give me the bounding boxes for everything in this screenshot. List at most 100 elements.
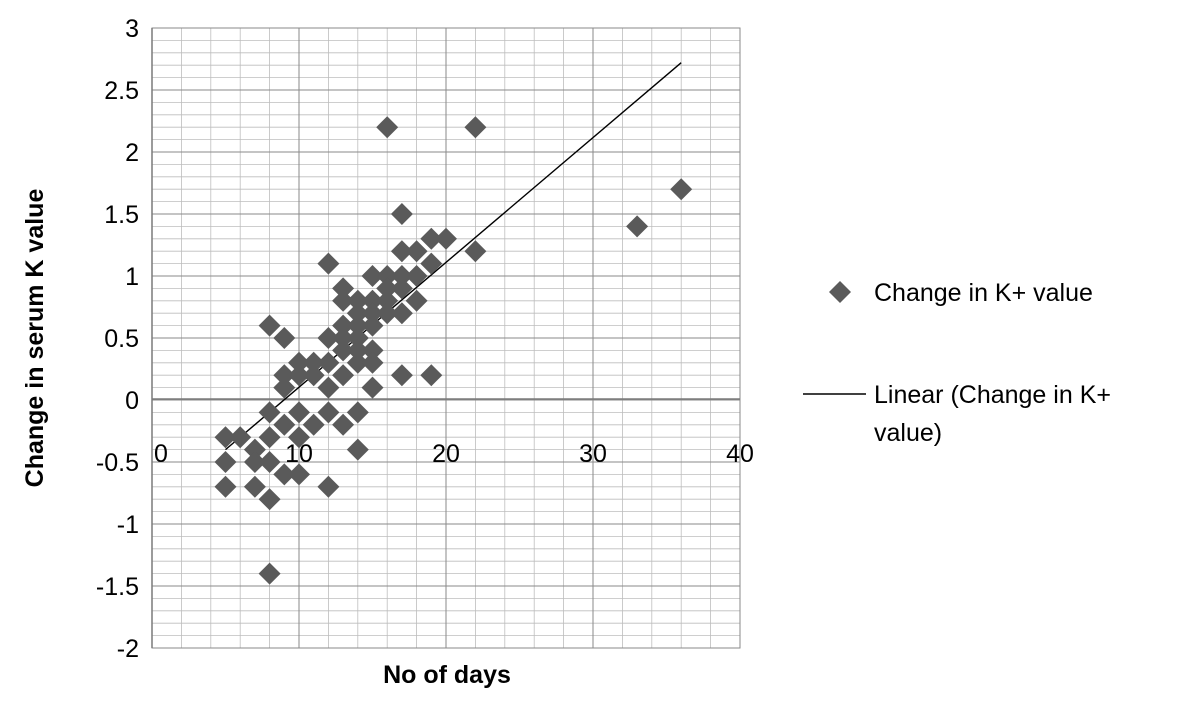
data-point-diamond <box>258 426 281 449</box>
data-point-diamond <box>346 289 369 312</box>
legend-label-linear: Linear (Change in K+ value) <box>874 381 1118 447</box>
data-point-diamond <box>302 413 325 436</box>
data-point-diamond <box>332 277 355 300</box>
data-point-diamond <box>390 240 413 263</box>
data-point-diamond <box>317 252 340 275</box>
y-tick-label: 3 <box>125 15 139 43</box>
data-point-diamond <box>376 302 399 325</box>
data-point-diamond <box>464 116 487 139</box>
data-point-diamond <box>376 116 399 139</box>
legend-diamond-marker-icon <box>829 281 851 303</box>
data-point-diamond <box>258 488 281 511</box>
trendline-layer <box>225 62 682 451</box>
data-point-diamond <box>376 277 399 300</box>
data-point-diamond <box>346 327 369 349</box>
data-point-diamond <box>361 265 384 287</box>
data-point-diamond <box>229 426 252 449</box>
data-point-diamond <box>390 364 413 387</box>
data-point-diamond <box>361 339 384 362</box>
data-point-diamond <box>258 314 281 337</box>
data-point-diamond <box>302 364 325 387</box>
data-point-diamond <box>317 351 340 374</box>
data-point-diamond <box>273 376 296 399</box>
data-point-diamond <box>243 475 266 498</box>
data-point-diamond <box>376 289 399 312</box>
data-point-diamond <box>626 215 649 238</box>
x-tick-label: 40 <box>726 440 754 468</box>
data-point-diamond <box>420 252 443 275</box>
x-axis-title: No of days <box>383 661 511 689</box>
data-point-diamond <box>361 289 384 312</box>
data-point-diamond <box>332 327 355 349</box>
data-point-diamond <box>317 401 340 424</box>
data-point-diamond <box>243 438 266 461</box>
data-point-diamond <box>464 240 487 263</box>
data-point-diamond <box>258 451 281 473</box>
data-point-diamond <box>214 451 237 473</box>
data-point-diamond <box>258 562 281 585</box>
legend-label-linear-line1: Linear (Change in K+ <box>874 381 1111 409</box>
data-point-diamond <box>288 351 310 374</box>
data-point-diamond <box>361 351 384 374</box>
y-tick-label: 0.5 <box>104 325 139 353</box>
data-point-diamond <box>273 413 296 436</box>
data-point-diamond <box>420 227 443 250</box>
data-point-diamond <box>243 451 266 473</box>
data-point-diamond <box>361 376 384 399</box>
legend-label-change-in-k: Change in K+ value <box>874 279 1093 307</box>
data-point-diamond <box>390 203 413 225</box>
data-point-diamond <box>332 339 355 362</box>
data-point-diamond <box>214 475 237 498</box>
data-point-diamond <box>288 426 310 449</box>
y-tick-label: -2 <box>117 635 139 663</box>
axes <box>151 27 741 649</box>
y-tick-label: -1.5 <box>96 573 139 601</box>
data-point-diamond <box>361 314 384 337</box>
y-tick-label: 1.5 <box>104 201 139 229</box>
data-points <box>214 116 693 585</box>
data-point-diamond <box>317 376 340 399</box>
data-point-diamond <box>346 314 369 337</box>
y-tick-label: 0 <box>125 387 139 415</box>
data-point-diamond <box>273 327 296 349</box>
data-point-diamond <box>420 364 443 387</box>
data-point-diamond <box>405 265 428 287</box>
data-point-diamond <box>288 463 310 486</box>
y-tick-label: -1 <box>117 511 139 539</box>
data-point-diamond <box>390 302 413 325</box>
data-point-diamond <box>346 438 369 461</box>
data-point-diamond <box>273 463 296 486</box>
data-point-diamond <box>390 277 413 300</box>
data-point-diamond <box>405 240 428 263</box>
y-tick-label: -0.5 <box>96 449 139 477</box>
data-point-diamond <box>288 364 310 387</box>
x-tick-label: 10 <box>285 440 313 468</box>
data-point-diamond <box>390 265 413 287</box>
data-point-diamond <box>376 265 399 287</box>
x-tick-label: 30 <box>579 440 607 468</box>
data-point-diamond <box>346 351 369 374</box>
data-point-diamond <box>273 364 296 387</box>
x-tick-label: 0 <box>154 440 168 468</box>
x-tick-label: 20 <box>432 440 460 468</box>
data-point-diamond <box>317 327 340 349</box>
data-point-diamond <box>302 351 325 374</box>
data-point-diamond <box>332 364 355 387</box>
data-point-diamond <box>317 475 340 498</box>
data-point-diamond <box>332 289 355 312</box>
grid-lines <box>151 27 741 649</box>
data-point-diamond <box>361 302 384 325</box>
legend: Change in K+ value Linear (Change in K+ … <box>803 279 1118 447</box>
data-point-diamond <box>346 401 369 424</box>
y-tick-label: 2.5 <box>104 77 139 105</box>
data-point-diamond <box>435 227 457 250</box>
data-point-diamond <box>332 413 355 436</box>
data-point-diamond <box>346 339 369 362</box>
data-point-diamond <box>332 314 355 337</box>
data-point-diamond <box>405 289 428 312</box>
y-axis-title: Change in serum K value <box>21 189 49 488</box>
data-point-diamond <box>670 178 693 201</box>
data-point-diamond <box>288 401 310 424</box>
